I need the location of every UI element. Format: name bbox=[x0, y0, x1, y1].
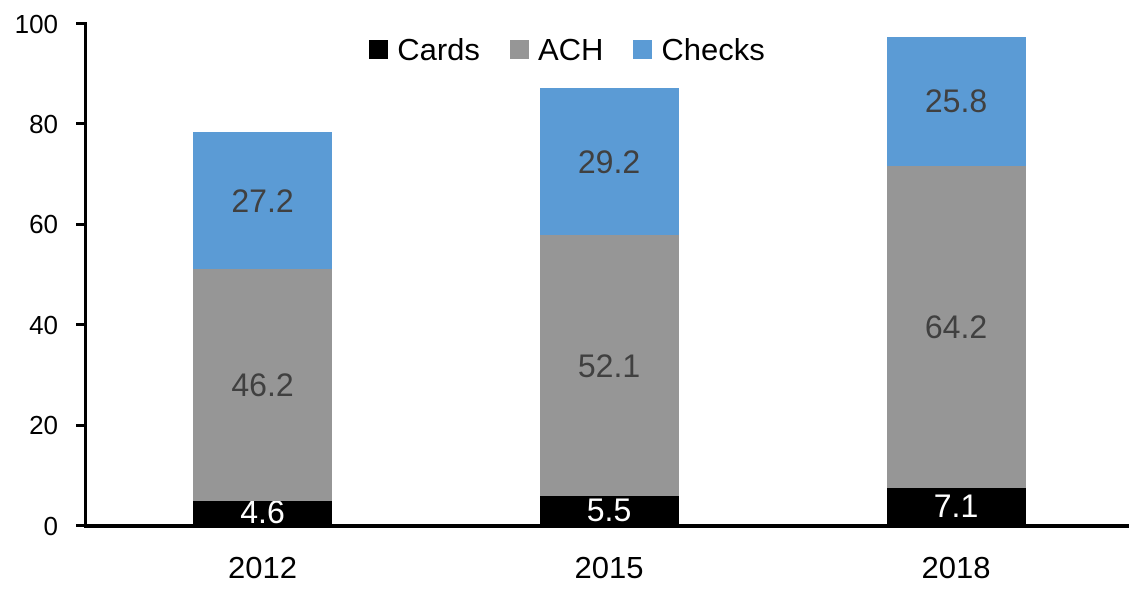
y-axis-tick bbox=[76, 423, 85, 427]
bar-segment-checks-2015: 29.2 bbox=[539, 88, 679, 235]
bar-segment-cards-2018: 7.1 bbox=[886, 488, 1026, 525]
y-axis-tick bbox=[76, 524, 85, 527]
bar-segment-checks-2018: 25.8 bbox=[886, 36, 1026, 167]
data-label-cards-2012: 4.6 bbox=[240, 494, 285, 531]
x-axis-label-2012: 2012 bbox=[228, 550, 297, 585]
data-label-ach-2012: 46.2 bbox=[231, 366, 294, 403]
bar-segment-cards-2012: 4.6 bbox=[193, 496, 332, 528]
y-axis-tick-label: 40 bbox=[29, 309, 58, 340]
bar-segment-ach-2012: 46.2 bbox=[193, 268, 332, 501]
y-axis-tick-label: 60 bbox=[29, 209, 58, 240]
x-axis-label-2018: 2018 bbox=[921, 550, 991, 585]
data-label-ach-2018: 64.2 bbox=[924, 309, 988, 346]
y-axis-line bbox=[84, 22, 87, 528]
bar-segment-ach-2018: 64.2 bbox=[886, 166, 1026, 489]
data-label-cards-2015: 5.5 bbox=[586, 492, 632, 529]
x-axis-line bbox=[84, 524, 1129, 528]
legend-item-ach: ACH bbox=[509, 31, 604, 67]
data-label-ach-2015: 52.1 bbox=[577, 347, 641, 384]
legend-swatch-checks bbox=[633, 39, 653, 59]
y-axis-tick bbox=[76, 323, 85, 327]
y-axis-tick bbox=[76, 222, 85, 226]
data-label-cards-2018: 7.1 bbox=[933, 488, 979, 525]
legend-label: Checks bbox=[661, 31, 765, 67]
legend-item-checks: Checks bbox=[633, 31, 765, 67]
legend-label: Cards bbox=[397, 31, 480, 67]
y-axis-tick-label: 0 bbox=[43, 510, 58, 541]
legend-item-cards: Cards bbox=[369, 34, 480, 65]
bar-segment-cards-2015: 5.5 bbox=[539, 492, 679, 529]
y-axis-tick-label: 80 bbox=[29, 108, 58, 139]
x-axis-label-2015: 2015 bbox=[574, 550, 644, 585]
legend-swatch-ach bbox=[509, 39, 529, 59]
bar-segment-ach-2015: 52.1 bbox=[539, 234, 679, 497]
legend-swatch-cards bbox=[369, 39, 389, 59]
y-axis-tick bbox=[76, 22, 85, 25]
y-axis-tick-label: 20 bbox=[29, 410, 58, 441]
data-label-checks-2012: 27.2 bbox=[231, 182, 294, 219]
y-axis-tick-label: 100 bbox=[14, 8, 58, 39]
chart-legend: Cards ACH Checks bbox=[0, 33, 1134, 65]
y-axis-tick bbox=[76, 122, 85, 126]
legend-label: ACH bbox=[537, 31, 604, 67]
data-label-checks-2018: 25.8 bbox=[924, 83, 988, 120]
data-label-checks-2015: 29.2 bbox=[577, 143, 641, 180]
bar-segment-checks-2012: 27.2 bbox=[193, 132, 332, 269]
